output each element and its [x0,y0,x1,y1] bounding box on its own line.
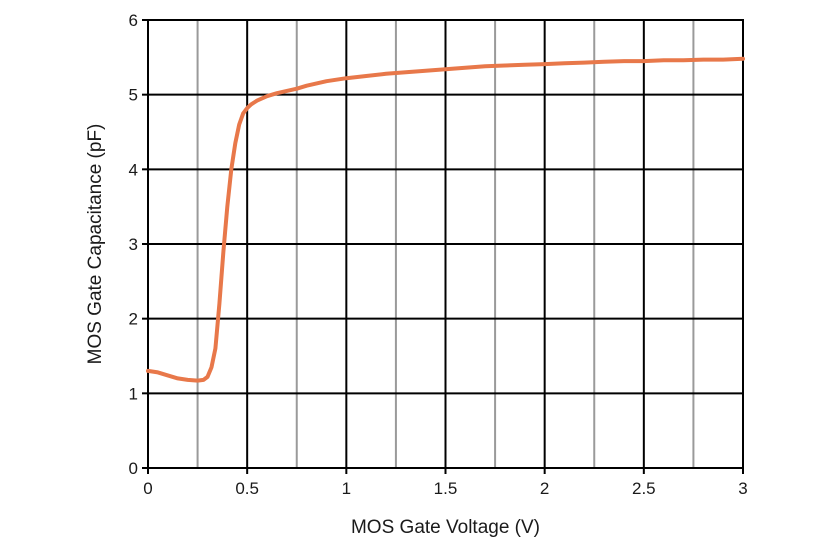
x-tick-label-6: 3 [738,479,747,498]
y-tick-label-3: 3 [129,235,138,254]
y-tick-label-5: 5 [129,86,138,105]
y-axis-ticks: 0 1 2 3 4 5 6 [129,11,148,478]
y-tick-label-4: 4 [129,160,138,179]
x-axis-ticks: 0 0.5 1 1.5 2 2.5 3 [143,468,748,498]
x-tick-label-2: 1 [342,479,351,498]
x-tick-label-5: 2.5 [632,479,656,498]
major-gridlines [147,19,744,469]
y-tick-label-2: 2 [129,310,138,329]
y-axis-title: MOS Gate Capacitance (pF) [85,124,106,365]
x-tick-label-1: 0.5 [235,479,259,498]
x-tick-label-3: 1.5 [434,479,458,498]
x-tick-label-0: 0 [143,479,152,498]
x-tick-label-4: 2 [540,479,549,498]
data-series [146,56,745,383]
y-tick-label-1: 1 [129,384,138,403]
y-tick-label-0: 0 [129,459,138,478]
y-tick-label-6: 6 [129,11,138,30]
x-axis-title: MOS Gate Voltage (V) [351,517,540,538]
series-line-0 [146,56,745,383]
